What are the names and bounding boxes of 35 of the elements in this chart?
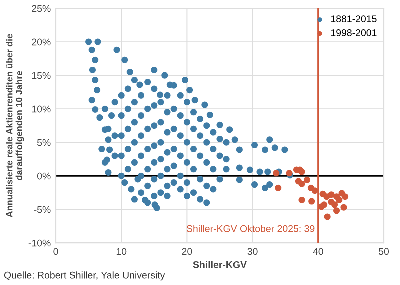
x-tick-label: 20 — [182, 248, 192, 256]
x-tick-label: 50 — [378, 248, 390, 256]
point — [298, 180, 306, 188]
point — [328, 192, 335, 198]
point — [324, 214, 331, 220]
y-axis-title: Annualisierte reale Aktienrenditen über die darauffolgenden 10 Jahre — [6, 34, 24, 218]
point — [275, 184, 282, 192]
point — [308, 198, 316, 205]
point — [298, 196, 306, 204]
y-tick-label: -5% — [34, 206, 51, 214]
point — [340, 204, 348, 211]
point — [342, 194, 349, 200]
x-tick-label: 10 — [116, 248, 127, 256]
x-tick-label: 30 — [248, 248, 258, 256]
point — [334, 208, 340, 214]
y-tick-label: 0% — [37, 172, 51, 180]
source-note: Quelle: Robert Shiller, Yale University — [4, 272, 166, 281]
legend-label: 1881-2015 — [331, 16, 377, 22]
y-tick-label: 5% — [37, 139, 51, 146]
point — [273, 170, 280, 177]
annotation: Shiller-KGV Oktober 2025: 39 — [186, 225, 315, 232]
y-tick-label: -10% — [28, 240, 51, 247]
y-tick-label: 15% — [32, 72, 51, 80]
point — [321, 202, 328, 208]
x-tick-label: 0 — [54, 248, 58, 256]
x-axis-title: Shiller-KGV — [193, 261, 247, 268]
y-tick-label: 20% — [32, 38, 51, 46]
x-tick-label: 40 — [313, 248, 324, 256]
y-tick-label: 10% — [32, 106, 51, 113]
point — [312, 188, 318, 194]
point — [328, 198, 335, 206]
y-tick-label: 25% — [32, 5, 51, 12]
point — [336, 196, 343, 204]
legend-label: 1998-2001 — [331, 30, 377, 36]
point — [304, 176, 311, 184]
